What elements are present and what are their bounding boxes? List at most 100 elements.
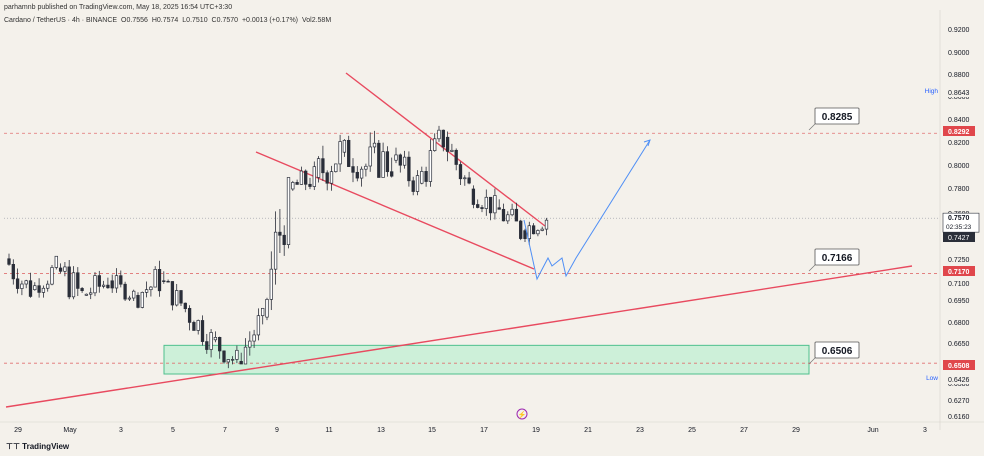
candle-body	[20, 283, 24, 289]
tag-0.7427-label: 0.7427	[948, 235, 970, 242]
tradingview-icon: ⊤⊤	[6, 442, 20, 451]
price-tick-label: 0.6160	[948, 414, 970, 421]
candle-body	[536, 230, 540, 235]
callout-box[interactable]	[814, 341, 860, 359]
ohlc-high: H0.7574	[151, 17, 179, 24]
candle-body	[531, 225, 536, 235]
candle-body	[304, 170, 308, 185]
candle-body	[192, 322, 196, 331]
level-price-tag	[943, 360, 975, 370]
candle-body	[187, 307, 192, 323]
projection-path	[523, 139, 651, 281]
candle-body	[441, 129, 445, 148]
candle-body	[162, 280, 166, 282]
ohlc-low: L0.7510	[182, 17, 208, 24]
callout-box[interactable]	[814, 107, 860, 125]
candle-body	[359, 168, 364, 179]
tradingview-logo[interactable]: ⊤⊤ TradingView	[6, 442, 69, 451]
candle-body	[132, 290, 136, 299]
candle-body	[394, 154, 398, 161]
candle-body	[252, 334, 256, 342]
candle-body	[175, 290, 179, 306]
candle-body	[458, 164, 463, 180]
candle-body	[286, 177, 291, 245]
candle-body	[140, 291, 144, 308]
candle-body	[351, 166, 355, 173]
ohlc-close: C0.7570	[211, 17, 239, 24]
time-axis[interactable]: 29 May 3 5 7 9 11 13 15 17 19 21 23 25 27 29 Jun 3	[0, 421, 984, 434]
candle-body	[527, 225, 531, 239]
candle-body	[243, 346, 248, 365]
candle-body	[381, 151, 385, 178]
candle-body	[106, 284, 110, 289]
candle-body	[390, 171, 394, 177]
candle-body	[218, 337, 222, 352]
event-marker[interactable]	[516, 408, 528, 420]
candle-body	[450, 149, 454, 152]
candle-body	[222, 350, 226, 363]
candle-body	[149, 286, 153, 291]
candle-body	[89, 292, 93, 295]
candle-body	[269, 268, 273, 300]
candle-body	[7, 258, 11, 265]
candle-body	[127, 297, 132, 300]
low-value-bg	[943, 374, 975, 384]
level-price-tag-label: 0.8292	[948, 129, 970, 136]
candle-body	[157, 269, 162, 292]
time-tick-label: 13	[377, 427, 385, 434]
price-tick-label: 0.9200	[948, 27, 970, 34]
level-price-tag	[943, 126, 975, 136]
candle-body	[501, 208, 506, 222]
candle-body	[544, 219, 549, 230]
candle-body	[424, 171, 428, 182]
price-tick-label: 0.8400	[948, 117, 970, 124]
candle-body	[510, 208, 514, 216]
price-tick-label: 0.7800	[948, 186, 970, 193]
tag-0.7427	[943, 232, 975, 242]
callout-box[interactable]	[814, 248, 860, 266]
candle-body	[114, 275, 119, 289]
high-value-bg	[943, 87, 975, 97]
candle-body	[101, 284, 106, 287]
candle-body	[28, 280, 33, 297]
candle-body	[420, 171, 424, 184]
candle-body	[402, 156, 407, 166]
callout-label: 0.6506	[822, 346, 853, 357]
low-value: 0.6426	[948, 377, 970, 384]
candle-body	[476, 204, 480, 208]
price-tick-label: 0.8000	[948, 163, 970, 170]
candle-body	[273, 231, 278, 270]
candle-body	[170, 281, 175, 306]
projection-layer	[523, 139, 651, 281]
time-tick-label: 3	[923, 427, 927, 434]
candle-body	[110, 280, 114, 289]
candle-body	[226, 359, 230, 363]
candle-body	[372, 142, 377, 148]
time-tick-label: Jun	[867, 427, 878, 434]
price-axis[interactable]: 0.9200 0.9000 0.8800 0.8600 0.8400 0.8200 0.80…	[925, 10, 980, 430]
volume: Vol2.58M	[301, 17, 332, 24]
candle-body	[15, 278, 20, 289]
ascending-trendline	[5, 265, 913, 408]
candle-body	[97, 275, 101, 287]
price-tick-label: 0.8600	[948, 94, 970, 101]
high-value: 0.8643	[948, 90, 970, 97]
time-tick-label: 19	[532, 427, 540, 434]
callout-label: 0.8285	[822, 112, 853, 123]
candle-body	[433, 138, 437, 151]
price-tick-label: 0.9000	[948, 50, 970, 57]
symbol-name[interactable]: Cardano / TetherUS · 4h · BINANCE	[4, 17, 118, 24]
price-tick-label: 0.6950	[948, 298, 970, 305]
candle-body	[37, 285, 41, 293]
candle-body	[454, 149, 458, 165]
time-tick-label: 23	[636, 427, 644, 434]
candle-body	[93, 275, 97, 294]
candle-body	[282, 234, 286, 245]
candle-body	[488, 196, 493, 214]
candle-body	[497, 207, 501, 210]
candle-body	[415, 175, 420, 192]
candle-body	[144, 289, 149, 293]
tradingview-brand: TradingView	[22, 442, 70, 451]
wedge-upper-line	[345, 72, 546, 227]
